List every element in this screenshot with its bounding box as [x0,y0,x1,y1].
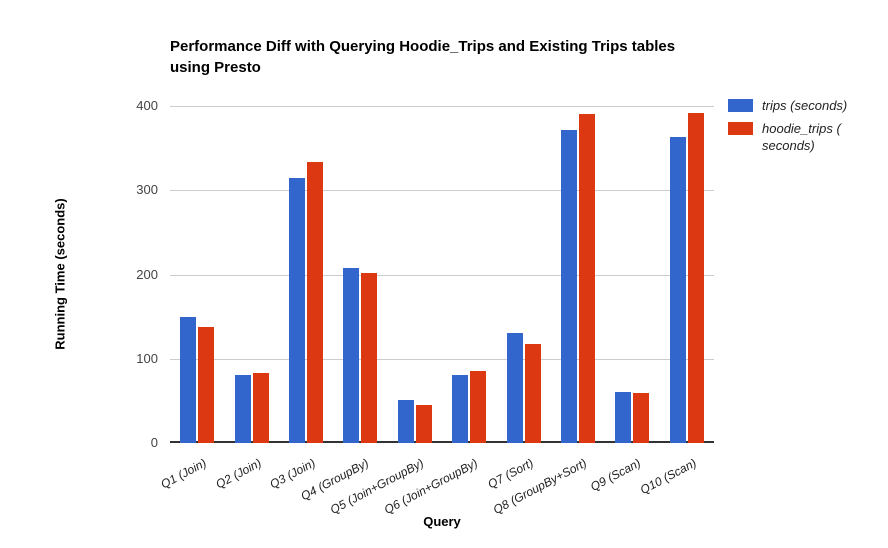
bar-series-0 [235,375,251,443]
bar-series-1 [198,327,214,443]
legend-item: trips (seconds) [728,97,868,114]
x-axis-baseline [170,441,714,443]
bar-series-1 [579,114,595,443]
x-tick-label: Q8 (GroupBy+Sort) [491,455,590,517]
plot-area: Q1 (Join) Q2 (Join) Q3 (Join) Q4 (GroupBy) Q… [158,106,714,517]
bar-series-0 [289,178,305,443]
bar-series-0 [507,333,523,443]
y-tick-label: 0 [150,435,158,450]
bar-series-0 [343,268,359,443]
bar-series-0 [670,137,686,443]
legend: trips (seconds) hoodie_trips ( seconds) [728,97,868,160]
x-tick-label: Q1 (Join) [158,455,209,492]
bar-series-0 [452,375,468,443]
bar-series-1 [688,113,704,443]
gridline [170,359,714,360]
bar-series-1 [633,393,649,443]
legend-item: hoodie_trips ( seconds) [728,120,868,154]
gridline [170,275,714,276]
bar-series-1 [253,373,269,443]
bar-series-0 [180,317,196,443]
legend-swatch [728,99,753,112]
chart-title: Performance Diff with Querying Hoodie_Tr… [170,38,676,76]
bar-series-1 [361,273,377,443]
bar-series-1 [416,405,432,443]
x-axis-title: Query [423,514,461,529]
bar-series-0 [561,130,577,443]
bar-series-1 [470,371,486,443]
y-tick-label: 200 [136,267,158,282]
x-tick-label: Q10 (Scan) [637,455,699,497]
x-tick-label: Q9 (Scan) [588,455,644,494]
legend-label: trips (seconds) [762,98,848,113]
y-axis-title: Running Time (seconds) [52,198,68,350]
bar-series-1 [525,344,541,443]
bar-series-1 [307,162,323,443]
legend-swatch [728,122,753,135]
y-tick-label: 100 [136,351,158,366]
y-tick-label: 300 [136,182,158,197]
bar-series-0 [398,400,414,443]
x-tick-label: Q5 (Join+GroupBy) [328,455,427,517]
bar-series-0 [615,392,631,443]
legend-label: hoodie_trips ( seconds) [762,121,841,153]
gridline [170,190,714,191]
x-tick-label: Q2 (Join) [213,455,264,492]
gridline [170,106,714,107]
y-tick-label: 400 [136,98,158,113]
x-tick-label: Q6 (Join+GroupBy) [382,455,481,517]
